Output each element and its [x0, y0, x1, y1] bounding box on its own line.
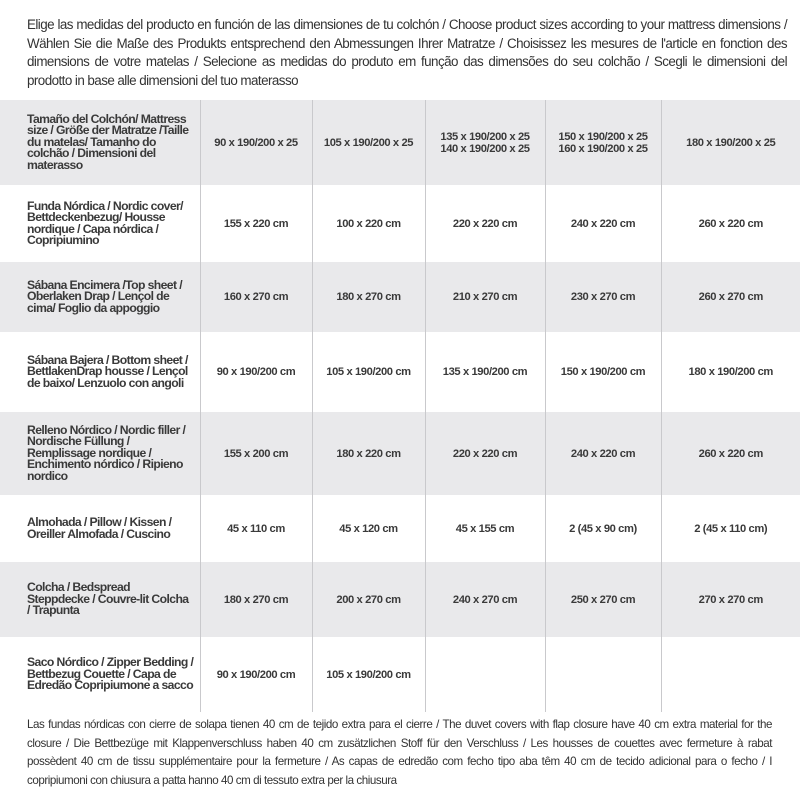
size-cell: 180 x 270 cm — [199, 562, 312, 637]
size-cell: 180 x 270 cm — [311, 262, 425, 332]
size-cell: 240 x 270 cm — [424, 562, 545, 637]
size-cell: 210 x 270 cm — [424, 262, 545, 332]
intro-text: Elige las medidas del producto en funció… — [27, 17, 788, 88]
size-line: 160 x 190/200 x 25 — [558, 142, 648, 155]
size-cell: 220 x 220 cm — [424, 185, 545, 262]
row-label: Sábana Encimera /Top sheet / Oberlaken D… — [0, 262, 200, 332]
size-line: 140 x 190/200 x 25 — [440, 142, 530, 155]
size-cell: 100 x 220 cm — [311, 185, 425, 262]
size-cell: 260 x 220 cm — [660, 412, 800, 495]
size-line: 180 x 190/200 x 25 — [686, 136, 776, 149]
header-row: Tamaño del Colchón/ Mattress size / Größ… — [0, 100, 800, 185]
row-label: Saco Nórdico / Zipper Bedding / Bettbezu… — [0, 637, 200, 712]
size-cell: 155 x 200 cm — [199, 412, 312, 495]
table-row: Funda Nórdica / Nordic cover/ Bettdecken… — [0, 185, 800, 262]
row-label: Relleno Nórdico / Nordic filler / Nordis… — [0, 412, 200, 495]
table-row: Saco Nórdico / Zipper Bedding / Bettbezu… — [0, 637, 800, 712]
size-cell: 230 x 270 cm — [544, 262, 661, 332]
header-size: 90 x 190/200 x 25 — [199, 100, 312, 185]
size-cell: 160 x 270 cm — [199, 262, 312, 332]
size-cell: 250 x 270 cm — [544, 562, 661, 637]
size-cell: 155 x 220 cm — [199, 185, 312, 262]
header-size: 150 x 190/200 x 25 160 x 190/200 x 25 — [544, 100, 661, 185]
size-cell — [544, 637, 661, 712]
size-cell: 180 x 220 cm — [311, 412, 425, 495]
footer-note: Las fundas nórdicas con cierre de solapa… — [27, 718, 772, 787]
header-size: 135 x 190/200 x 25 140 x 190/200 x 25 — [424, 100, 545, 185]
size-line: 150 x 190/200 x 25 — [558, 130, 648, 143]
size-line: 135 x 190/200 x 25 — [440, 130, 530, 143]
size-cell: 260 x 220 cm — [660, 185, 800, 262]
header-size: 105 x 190/200 x 25 — [311, 100, 425, 185]
size-cell: 45 x 120 cm — [311, 495, 425, 562]
size-cell: 200 x 270 cm — [311, 562, 425, 637]
table-row: Almohada / Pillow / Kissen / Oreiller Al… — [0, 495, 800, 562]
size-cell — [424, 637, 545, 712]
size-table: Tamaño del Colchón/ Mattress size / Größ… — [0, 100, 800, 712]
size-cell: 90 x 190/200 cm — [199, 332, 312, 412]
row-label: Funda Nórdica / Nordic cover/ Bettdecken… — [0, 185, 200, 262]
size-line: 105 x 190/200 x 25 — [323, 136, 414, 149]
size-cell: 105 x 190/200 cm — [311, 332, 425, 412]
size-cell: 90 x 190/200 cm — [199, 637, 312, 712]
size-cell: 45 x 155 cm — [424, 495, 545, 562]
size-cell: 45 x 110 cm — [199, 495, 312, 562]
size-cell: 220 x 220 cm — [424, 412, 545, 495]
header-label: Tamaño del Colchón/ Mattress size / Größ… — [0, 100, 200, 185]
size-cell: 180 x 190/200 cm — [660, 332, 800, 412]
table-row: Colcha / Bedspread Steppdecke / Couvre-l… — [0, 562, 800, 637]
table-row: Sábana Bajera / Bottom sheet / Bettlaken… — [0, 332, 800, 412]
size-cell: 260 x 270 cm — [660, 262, 800, 332]
row-label: Almohada / Pillow / Kissen / Oreiller Al… — [0, 495, 200, 562]
table-row: Sábana Encimera /Top sheet / Oberlaken D… — [0, 262, 800, 332]
table-row: Relleno Nórdico / Nordic filler / Nordis… — [0, 412, 800, 495]
size-cell: 135 x 190/200 cm — [424, 332, 545, 412]
size-cell: 240 x 220 cm — [544, 185, 661, 262]
size-cell: 270 x 270 cm — [660, 562, 800, 637]
header-size: 180 x 190/200 x 25 — [660, 100, 800, 185]
size-cell: 105 x 190/200 cm — [311, 637, 425, 712]
row-label: Sábana Bajera / Bottom sheet / Bettlaken… — [0, 332, 200, 412]
size-cell: 240 x 220 cm — [544, 412, 661, 495]
size-line: 90 x 190/200 x 25 — [214, 136, 298, 149]
size-cell: 150 x 190/200 cm — [544, 332, 661, 412]
row-label: Colcha / Bedspread Steppdecke / Couvre-l… — [0, 562, 200, 637]
size-cell: 2 (45 x 90 cm) — [544, 495, 661, 562]
size-cell: 2 (45 x 110 cm) — [660, 495, 800, 562]
size-cell — [660, 637, 800, 712]
